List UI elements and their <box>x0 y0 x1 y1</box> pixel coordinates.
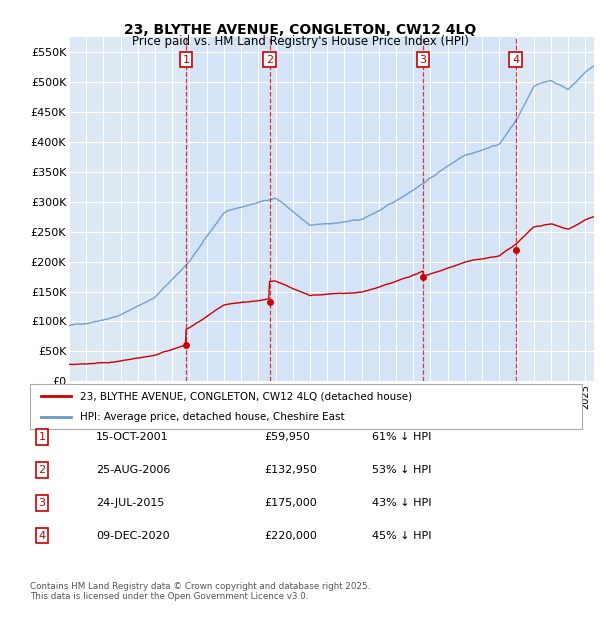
Text: Price paid vs. HM Land Registry's House Price Index (HPI): Price paid vs. HM Land Registry's House … <box>131 35 469 48</box>
Text: £59,950: £59,950 <box>264 432 310 442</box>
Text: 61% ↓ HPI: 61% ↓ HPI <box>372 432 431 442</box>
Text: Contains HM Land Registry data © Crown copyright and database right 2025.
This d: Contains HM Land Registry data © Crown c… <box>30 582 370 601</box>
Text: 2: 2 <box>266 55 273 64</box>
Text: 25-AUG-2006: 25-AUG-2006 <box>96 465 170 475</box>
Text: 43% ↓ HPI: 43% ↓ HPI <box>372 498 431 508</box>
Text: 24-JUL-2015: 24-JUL-2015 <box>96 498 164 508</box>
Text: £220,000: £220,000 <box>264 531 317 541</box>
Text: 3: 3 <box>38 498 46 508</box>
Text: 15-OCT-2001: 15-OCT-2001 <box>96 432 169 442</box>
Text: 2: 2 <box>38 465 46 475</box>
Text: 23, BLYTHE AVENUE, CONGLETON, CW12 4LQ (detached house): 23, BLYTHE AVENUE, CONGLETON, CW12 4LQ (… <box>80 391 412 402</box>
Text: £132,950: £132,950 <box>264 465 317 475</box>
Text: 1: 1 <box>38 432 46 442</box>
Text: 1: 1 <box>182 55 190 64</box>
Text: 45% ↓ HPI: 45% ↓ HPI <box>372 531 431 541</box>
Text: £175,000: £175,000 <box>264 498 317 508</box>
Text: HPI: Average price, detached house, Cheshire East: HPI: Average price, detached house, Ches… <box>80 412 344 422</box>
Text: 4: 4 <box>512 55 519 64</box>
Text: 3: 3 <box>419 55 427 64</box>
Text: 09-DEC-2020: 09-DEC-2020 <box>96 531 170 541</box>
Text: 23, BLYTHE AVENUE, CONGLETON, CW12 4LQ: 23, BLYTHE AVENUE, CONGLETON, CW12 4LQ <box>124 23 476 37</box>
Text: 4: 4 <box>38 531 46 541</box>
Text: 53% ↓ HPI: 53% ↓ HPI <box>372 465 431 475</box>
Bar <box>186 37 515 381</box>
